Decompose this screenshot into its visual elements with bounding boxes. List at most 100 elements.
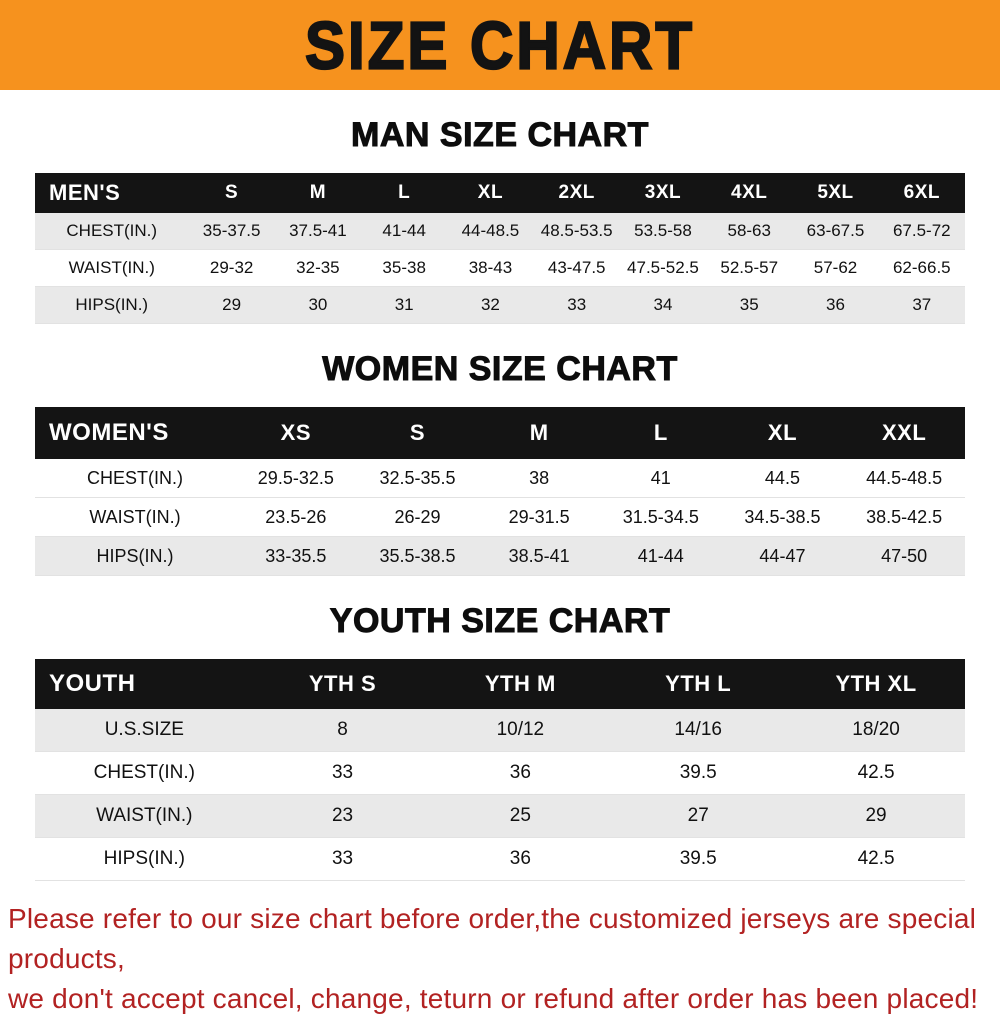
size-value-cell: 42.5 [787, 752, 965, 795]
size-value-cell: 29-32 [189, 250, 275, 287]
size-value-cell: 47.5-52.5 [620, 250, 706, 287]
size-value-cell: 29 [787, 795, 965, 838]
disclaimer-line-2: we don't accept cancel, change, teturn o… [8, 979, 992, 1018]
size-value-cell: 34 [620, 287, 706, 324]
size-value-cell: 33 [254, 752, 432, 795]
size-value-cell: 53.5-58 [620, 213, 706, 250]
size-value-cell: 41-44 [361, 213, 447, 250]
page-title: SIZE CHART [305, 6, 695, 83]
size-value-cell: 18/20 [787, 709, 965, 752]
size-value-cell: 25 [431, 795, 609, 838]
size-column-header: XS [235, 407, 357, 459]
size-value-cell: 33 [534, 287, 620, 324]
size-value-cell: 33 [254, 838, 432, 881]
size-value-cell: 62-66.5 [879, 250, 965, 287]
size-value-cell: 31 [361, 287, 447, 324]
size-value-cell: 30 [275, 287, 361, 324]
size-value-cell: 44-47 [722, 537, 844, 576]
size-value-cell: 35-37.5 [189, 213, 275, 250]
size-column-header: M [478, 407, 600, 459]
size-column-header: XL [722, 407, 844, 459]
row-label-cell: WAIST(IN.) [35, 250, 189, 287]
size-column-header: L [361, 173, 447, 213]
size-column-header: YTH M [431, 659, 609, 709]
size-value-cell: 29-31.5 [478, 498, 600, 537]
size-value-cell: 37.5-41 [275, 213, 361, 250]
size-value-cell: 47-50 [843, 537, 965, 576]
size-value-cell: 44.5 [722, 459, 844, 498]
size-chart-banner: SIZE CHART [0, 0, 1000, 90]
size-column-header: 3XL [620, 173, 706, 213]
size-value-cell: 67.5-72 [879, 213, 965, 250]
row-label-cell: WAIST(IN.) [35, 498, 235, 537]
women-size-heading: WOMEN SIZE CHART [0, 350, 1000, 389]
size-value-cell: 36 [431, 838, 609, 881]
size-value-cell: 39.5 [609, 752, 787, 795]
table-title-cell: MEN'S [35, 173, 189, 213]
size-value-cell: 48.5-53.5 [534, 213, 620, 250]
size-value-cell: 34.5-38.5 [722, 498, 844, 537]
row-label-cell: HIPS(IN.) [35, 287, 189, 324]
size-value-cell: 36 [792, 287, 878, 324]
row-label-cell: HIPS(IN.) [35, 537, 235, 576]
size-value-cell: 8 [254, 709, 432, 752]
size-value-cell: 58-63 [706, 213, 792, 250]
table-title-cell: WOMEN'S [35, 407, 235, 459]
size-value-cell: 27 [609, 795, 787, 838]
size-column-header: XL [447, 173, 533, 213]
size-value-cell: 57-62 [792, 250, 878, 287]
table-title-cell: YOUTH [35, 659, 254, 709]
size-value-cell: 38.5-42.5 [843, 498, 965, 537]
size-value-cell: 41 [600, 459, 722, 498]
row-label-cell: CHEST(IN.) [35, 752, 254, 795]
size-value-cell: 32-35 [275, 250, 361, 287]
disclaimer-line-1: Please refer to our size chart before or… [8, 899, 992, 979]
size-value-cell: 31.5-34.5 [600, 498, 722, 537]
size-value-cell: 10/12 [431, 709, 609, 752]
size-value-cell: 38.5-41 [478, 537, 600, 576]
size-value-cell: 35.5-38.5 [357, 537, 479, 576]
size-column-header: 5XL [792, 173, 878, 213]
size-value-cell: 29.5-32.5 [235, 459, 357, 498]
row-label-cell: WAIST(IN.) [35, 795, 254, 838]
size-value-cell: 32 [447, 287, 533, 324]
row-label-cell: CHEST(IN.) [35, 459, 235, 498]
size-value-cell: 38 [478, 459, 600, 498]
size-value-cell: 23.5-26 [235, 498, 357, 537]
size-value-cell: 14/16 [609, 709, 787, 752]
size-column-header: 6XL [879, 173, 965, 213]
size-column-header: L [600, 407, 722, 459]
size-value-cell: 52.5-57 [706, 250, 792, 287]
size-column-header: 4XL [706, 173, 792, 213]
row-label-cell: HIPS(IN.) [35, 838, 254, 881]
size-value-cell: 42.5 [787, 838, 965, 881]
size-value-cell: 29 [189, 287, 275, 324]
size-column-header: 2XL [534, 173, 620, 213]
size-value-cell: 33-35.5 [235, 537, 357, 576]
size-value-cell: 26-29 [357, 498, 479, 537]
row-label-cell: U.S.SIZE [35, 709, 254, 752]
size-column-header: S [357, 407, 479, 459]
size-column-header: YTH S [254, 659, 432, 709]
size-value-cell: 44-48.5 [447, 213, 533, 250]
size-column-header: YTH L [609, 659, 787, 709]
size-value-cell: 35 [706, 287, 792, 324]
size-value-cell: 43-47.5 [534, 250, 620, 287]
